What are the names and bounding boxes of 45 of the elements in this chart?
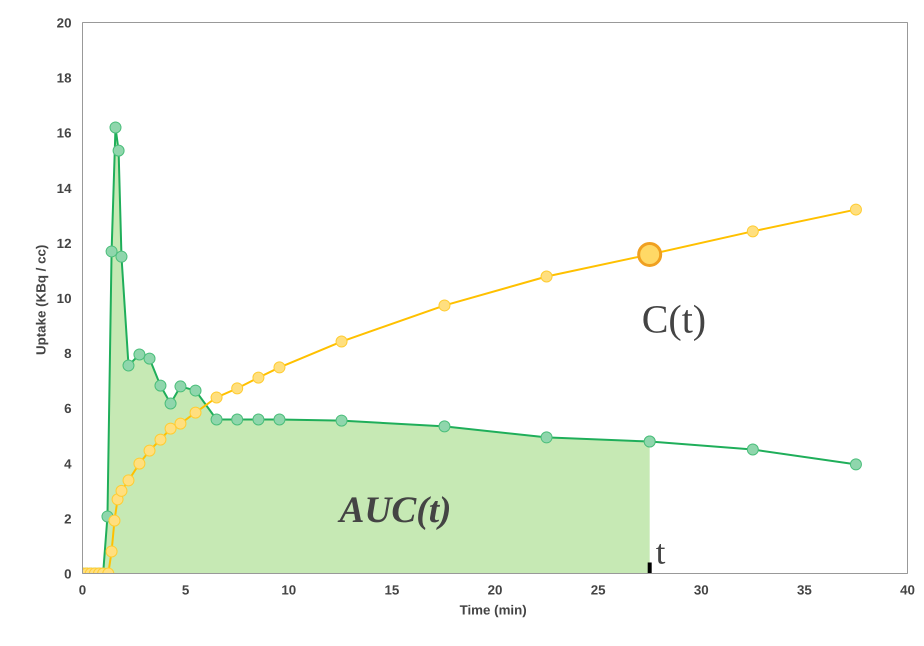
- point: [174, 380, 186, 392]
- point: [144, 352, 156, 365]
- point: [133, 348, 146, 360]
- point: [106, 245, 118, 258]
- annotation: t: [656, 534, 666, 572]
- point: [438, 420, 450, 432]
- x-tick-label: 15: [384, 582, 400, 598]
- x-axis-title: Time (min): [460, 602, 527, 618]
- point: [231, 414, 244, 426]
- x-tick-label: 30: [694, 582, 709, 598]
- x-tick-label: 0: [78, 582, 86, 598]
- annotation: AUC(t): [338, 490, 452, 531]
- point: [850, 458, 862, 470]
- point: [273, 414, 286, 426]
- point: [112, 144, 125, 157]
- y-tick-label: 20: [56, 16, 72, 30]
- annotation: C(t): [642, 296, 706, 342]
- x-tick-label: 25: [590, 582, 606, 598]
- point: [336, 414, 348, 427]
- y-tick-label: 14: [56, 180, 72, 196]
- y-tick-label: 4: [64, 456, 72, 472]
- point: [115, 250, 128, 263]
- y-tick-label: 18: [56, 70, 72, 86]
- y-tick-label: 0: [64, 566, 72, 582]
- y-axis-title: Uptake (KBq / cc): [34, 244, 49, 356]
- x-tick-label: 10: [281, 582, 296, 598]
- x-tick-label: 40: [900, 582, 915, 598]
- x-tick-label: 35: [796, 582, 812, 598]
- point: [210, 414, 223, 426]
- point: [164, 398, 177, 410]
- y-tick-label: 6: [64, 401, 72, 416]
- point: [122, 360, 134, 372]
- y-tick-label: 10: [56, 291, 72, 306]
- point: [154, 380, 166, 392]
- x-tick-label: 5: [182, 582, 190, 598]
- y-tick-label: 8: [64, 346, 72, 362]
- y-tick-label: 16: [56, 126, 72, 141]
- x-tick-label: 20: [488, 582, 502, 598]
- y-tick-label: 12: [56, 236, 72, 251]
- point: [540, 431, 553, 444]
- point: [746, 444, 759, 456]
- point: [190, 384, 202, 397]
- y-tick-label: 2: [64, 511, 72, 526]
- point: [252, 414, 264, 426]
- point: [110, 121, 122, 134]
